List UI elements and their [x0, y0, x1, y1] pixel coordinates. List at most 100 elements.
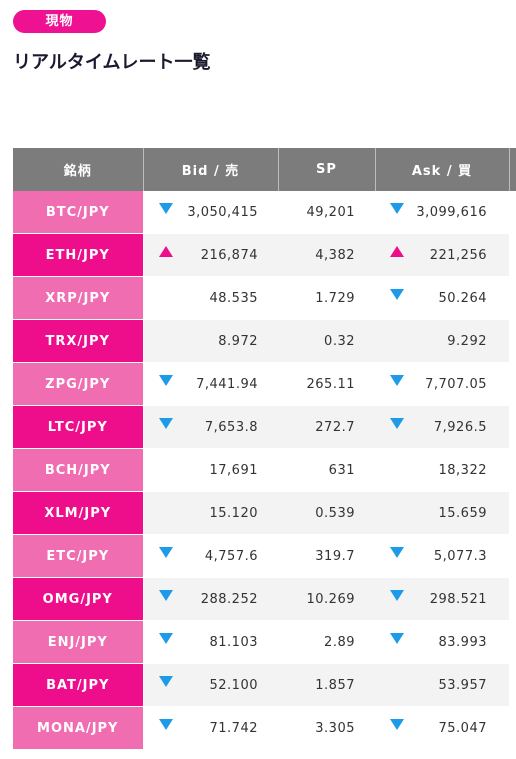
ask-cell: 75.047 [375, 706, 509, 750]
ask-value: 15.659 [438, 505, 487, 521]
ask-cell: 18,322 [375, 448, 509, 492]
triangle-down-icon [158, 547, 173, 559]
triangle-down-icon [390, 203, 404, 215]
pair-cell: MONA/JPY [13, 706, 144, 750]
sp-cell: 272.7 [278, 405, 375, 449]
bid-value: 15.120 [209, 505, 258, 521]
table-header-row: 銘柄 Bid / 売 SP Ask / 買 [13, 148, 516, 191]
bid-cell: 71.742 [143, 706, 278, 750]
spot-badge: 現物 [13, 10, 106, 33]
triangle-down-icon [158, 676, 173, 688]
triangle-down-icon [390, 590, 404, 602]
bid-value: 71.742 [209, 720, 258, 736]
ask-cell: 221,256 [375, 233, 509, 277]
row-edge [509, 448, 516, 492]
bid-value: 8.972 [218, 333, 258, 349]
table-row: BAT/JPY 52.100 1.857 53.957 [13, 663, 516, 707]
ask-cell: 7,926.5 [375, 405, 509, 449]
row-edge [509, 276, 516, 320]
table-row: MONA/JPY 71.742 3.305 75.047 [13, 706, 516, 750]
header-bid: Bid / 売 [143, 148, 279, 191]
sp-cell: 319.7 [278, 534, 375, 578]
ask-value: 3,099,616 [416, 204, 487, 220]
triangle-down-icon [390, 289, 404, 301]
bid-cell: 216,874 [143, 233, 278, 277]
bid-cell: 8.972 [143, 319, 278, 363]
ask-value: 18,322 [438, 462, 487, 478]
sp-cell: 10.269 [278, 577, 375, 621]
bid-cell: 3,050,415 [143, 191, 278, 234]
ask-cell: 3,099,616 [375, 191, 509, 234]
bid-value: 52.100 [209, 677, 258, 693]
triangle-down-icon [390, 418, 404, 430]
page-title: リアルタイムレート一覧 [13, 52, 211, 73]
table-row: XLM/JPY 15.120 0.539 15.659 [13, 491, 516, 535]
pair-cell: XLM/JPY [13, 491, 144, 535]
pair-cell: ETC/JPY [13, 534, 144, 578]
rate-table-body: BTC/JPY 3,050,415 49,201 3,099,616 ETH/JPY 21… [13, 191, 516, 750]
ask-value: 298.521 [429, 591, 487, 607]
bid-cell: 288.252 [143, 577, 278, 621]
ask-cell: 83.993 [375, 620, 509, 664]
bid-value: 288.252 [200, 591, 258, 607]
table-row: ETH/JPY 216,874 4,382 221,256 [13, 233, 516, 277]
triangle-down-icon [158, 633, 173, 645]
sp-cell: 0.539 [278, 491, 375, 535]
bid-cell: 4,757.6 [143, 534, 278, 578]
ask-cell: 298.521 [375, 577, 509, 621]
ask-value: 5,077.3 [433, 548, 487, 564]
row-edge [509, 577, 516, 621]
table-row: ZPG/JPY 7,441.94 265.11 7,707.05 [13, 362, 516, 406]
row-edge [509, 534, 516, 578]
pair-cell: TRX/JPY [13, 319, 144, 363]
ask-cell: 15.659 [375, 491, 509, 535]
row-edge [509, 191, 516, 234]
sp-cell: 265.11 [278, 362, 375, 406]
header-edge [509, 148, 516, 191]
table-row: BTC/JPY 3,050,415 49,201 3,099,616 [13, 191, 516, 234]
sp-cell: 631 [278, 448, 375, 492]
triangle-up-icon [158, 246, 173, 258]
sp-cell: 1.857 [278, 663, 375, 707]
header-pair: 銘柄 [13, 148, 144, 191]
row-edge [509, 620, 516, 664]
triangle-down-icon [158, 418, 173, 430]
ask-cell: 53.957 [375, 663, 509, 707]
sp-cell: 4,382 [278, 233, 375, 277]
pair-cell: LTC/JPY [13, 405, 144, 449]
bid-cell: 81.103 [143, 620, 278, 664]
pair-cell: OMG/JPY [13, 577, 144, 621]
triangle-down-icon [158, 719, 173, 731]
row-edge [509, 233, 516, 277]
pair-cell: ZPG/JPY [13, 362, 144, 406]
rate-table: 銘柄 Bid / 売 SP Ask / 買 BTC/JPY 3,050,415 49… [13, 148, 516, 750]
bid-value: 48.535 [209, 290, 258, 306]
ask-cell: 50.264 [375, 276, 509, 320]
table-row: TRX/JPY 8.972 0.32 9.292 [13, 319, 516, 363]
bid-value: 7,441.94 [196, 376, 258, 392]
triangle-down-icon [158, 203, 173, 215]
row-edge [509, 706, 516, 750]
triangle-down-icon [158, 590, 173, 602]
ask-value: 50.264 [438, 290, 487, 306]
row-edge [509, 491, 516, 535]
pair-cell: ETH/JPY [13, 233, 144, 277]
ask-cell: 5,077.3 [375, 534, 509, 578]
table-row: BCH/JPY 17,691 631 18,322 [13, 448, 516, 492]
header-ask: Ask / 買 [375, 148, 510, 191]
triangle-down-icon [390, 719, 404, 731]
sp-cell: 3.305 [278, 706, 375, 750]
bid-value: 81.103 [209, 634, 258, 650]
table-row: OMG/JPY 288.252 10.269 298.521 [13, 577, 516, 621]
triangle-down-icon [158, 375, 173, 387]
table-row: LTC/JPY 7,653.8 272.7 7,926.5 [13, 405, 516, 449]
ask-value: 9.292 [447, 333, 487, 349]
ask-cell: 7,707.05 [375, 362, 509, 406]
bid-value: 216,874 [200, 247, 258, 263]
ask-cell: 9.292 [375, 319, 509, 363]
bid-cell: 52.100 [143, 663, 278, 707]
ask-value: 75.047 [438, 720, 487, 736]
sp-cell: 49,201 [278, 191, 375, 234]
triangle-down-icon [390, 547, 404, 559]
table-row: XRP/JPY 48.535 1.729 50.264 [13, 276, 516, 320]
